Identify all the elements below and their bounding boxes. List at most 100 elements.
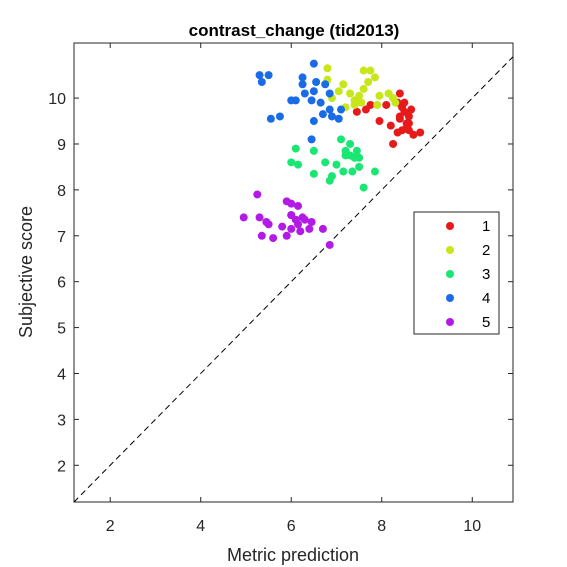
data-point (352, 107, 361, 116)
data-point (287, 211, 296, 220)
y-tick-label: 9 (57, 137, 66, 154)
legend-label: 1 (482, 218, 490, 235)
data-point (359, 66, 368, 75)
data-point (402, 123, 411, 132)
data-point (257, 78, 266, 87)
data-point (325, 240, 334, 249)
data-point (255, 213, 264, 222)
data-point (386, 121, 395, 130)
data-point (334, 87, 343, 96)
data-point (316, 98, 325, 107)
series-4 (255, 59, 346, 144)
data-point (296, 227, 305, 236)
data-point (312, 78, 321, 87)
y-tick-label: 7 (57, 229, 66, 246)
data-point (341, 151, 350, 160)
data-point (262, 218, 271, 227)
data-point (373, 100, 382, 109)
data-point (366, 66, 375, 75)
legend-marker (446, 246, 454, 254)
data-point (327, 172, 336, 181)
data-point (298, 80, 307, 89)
data-point (257, 231, 266, 240)
legend-box (413, 211, 500, 335)
data-point (300, 89, 309, 98)
y-axis-label: Subjective score (16, 206, 36, 338)
axis-ticks: 2 4 6 8 10 2 3 4 5 6 7 8 9 10 (48, 43, 513, 535)
data-point (291, 144, 300, 153)
y-tick-label: 3 (57, 412, 66, 429)
data-point (307, 96, 316, 105)
data-point (393, 128, 402, 137)
x-tick-label: 8 (377, 518, 386, 535)
data-point (287, 158, 296, 167)
data-point (364, 78, 373, 87)
data-point (327, 112, 336, 121)
legend-marker (446, 294, 454, 302)
x-axis-label: Metric prediction (227, 545, 359, 565)
data-point (370, 73, 379, 82)
data-point (318, 224, 327, 233)
data-point (355, 162, 364, 171)
chart-title: contrast_change (tid2013) (189, 21, 400, 40)
data-point (382, 100, 391, 109)
data-point (321, 158, 330, 167)
x-tick-label: 2 (106, 518, 115, 535)
data-point (391, 98, 400, 107)
y-tick-label: 2 (57, 458, 66, 475)
y-tick-label: 5 (57, 321, 66, 338)
data-point (300, 215, 309, 224)
x-tick-label: 6 (287, 518, 296, 535)
data-point (253, 190, 262, 199)
data-point (400, 98, 409, 107)
data-point (359, 183, 368, 192)
data-point (339, 167, 348, 176)
y-tick-label: 4 (57, 366, 66, 383)
data-point (389, 139, 398, 148)
data-point (375, 91, 384, 100)
data-point (359, 84, 368, 93)
y-tick-label: 8 (57, 183, 66, 200)
data-point (416, 128, 425, 137)
legend-marker (446, 318, 454, 326)
data-point (294, 220, 303, 229)
legend-marker (446, 222, 454, 230)
data-point (266, 114, 275, 123)
data-point (350, 100, 359, 109)
reference-line (73, 56, 514, 503)
series-5 (239, 190, 334, 249)
data-point (307, 135, 316, 144)
series-3 (287, 135, 379, 192)
data-point (395, 112, 404, 121)
data-point (321, 80, 330, 89)
data-point (269, 234, 278, 243)
data-point (357, 98, 366, 107)
legend-label: 4 (482, 290, 490, 307)
data-point (352, 146, 361, 155)
data-point (307, 218, 316, 227)
data-point (366, 100, 375, 109)
data-point (309, 59, 318, 68)
data-points (239, 59, 425, 249)
data-point (287, 199, 296, 208)
data-point (325, 105, 334, 114)
data-point (309, 87, 318, 96)
data-point (282, 231, 291, 240)
data-point (346, 139, 355, 148)
y-tick-label: 6 (57, 275, 66, 292)
data-point (332, 160, 341, 169)
data-point (309, 117, 318, 126)
legend-label: 2 (482, 242, 490, 259)
data-point (395, 89, 404, 98)
series-2 (323, 64, 400, 112)
data-point (275, 112, 284, 121)
legend-label: 3 (482, 266, 490, 283)
data-point (337, 135, 346, 144)
data-point (287, 96, 296, 105)
data-point (323, 64, 332, 73)
series-1 (352, 89, 425, 148)
data-point (305, 224, 314, 233)
data-point (287, 224, 296, 233)
data-point (409, 130, 418, 139)
data-point (318, 110, 327, 119)
